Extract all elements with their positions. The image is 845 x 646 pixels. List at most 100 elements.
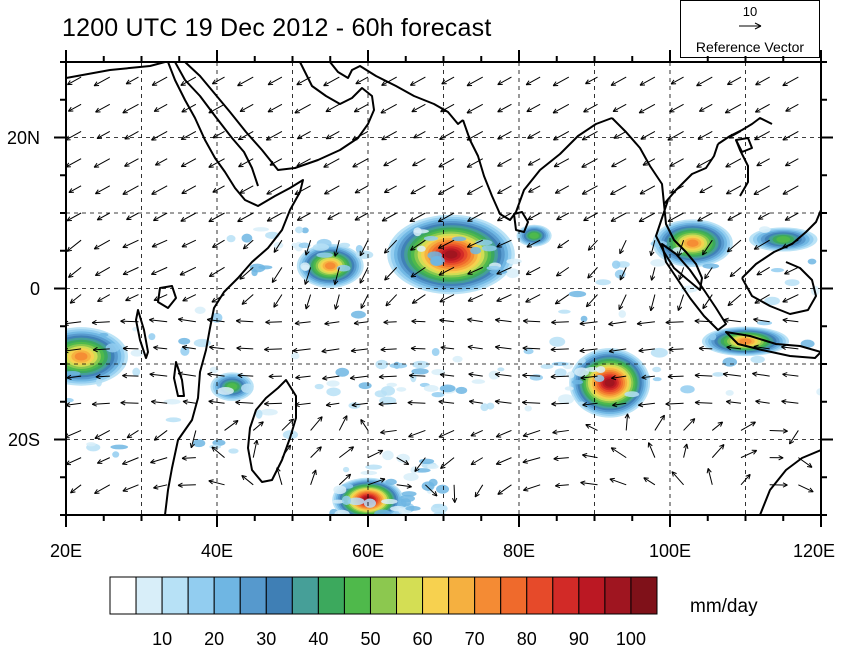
- wind-vector-head: [68, 272, 74, 278]
- wind-vector-shaft: [782, 239, 799, 249]
- wind-vector-head: [638, 347, 644, 353]
- wind-vector: [784, 158, 799, 167]
- wind-vector-head: [782, 428, 788, 434]
- wind-vector-head: [612, 402, 618, 408]
- wind-vector-head: [466, 162, 473, 168]
- wind-vector: [729, 266, 742, 278]
- wind-vector: [66, 76, 82, 86]
- wind-vector-head: [410, 345, 416, 352]
- wind-vector-shaft: [740, 474, 751, 486]
- colorbar-cell: [239, 576, 267, 615]
- wind-vector-shaft: [239, 103, 254, 112]
- wind-vector-head: [467, 270, 473, 275]
- wind-vector: [580, 480, 598, 486]
- wind-vector: [325, 131, 340, 140]
- wind-vector-head: [785, 106, 791, 112]
- wind-vector-shaft: [782, 76, 799, 87]
- wind-vector-shaft: [580, 481, 598, 486]
- wind-vector-shaft: [208, 480, 225, 486]
- wind-vector: [354, 185, 369, 194]
- wind-vector: [609, 477, 627, 486]
- precip-speck: [241, 383, 254, 393]
- wind-vector: [310, 416, 323, 431]
- wind-vector: [726, 239, 742, 253]
- wind-vector-shaft: [755, 400, 770, 404]
- wind-vector-head: [384, 275, 390, 281]
- wind-vector-shaft: [668, 348, 684, 351]
- wind-vector: [355, 76, 369, 85]
- wind-vector: [237, 212, 254, 223]
- wind-vector-shaft: [608, 348, 627, 352]
- wind-vector-head: [494, 399, 500, 405]
- wind-vector-shaft: [92, 402, 110, 405]
- wind-vector-head: [235, 318, 242, 324]
- wind-vector-shaft: [784, 266, 799, 275]
- wind-vector-shaft: [321, 348, 340, 353]
- wind-vector-shaft: [93, 158, 111, 168]
- wind-vector: [583, 212, 598, 222]
- wind-vector-shaft: [297, 212, 311, 221]
- wind-vector-shaft: [726, 185, 742, 195]
- precip-speck: [295, 226, 304, 234]
- wind-vector-head: [355, 79, 361, 85]
- wind-vector-head: [241, 299, 247, 305]
- wind-vector-head: [69, 298, 76, 304]
- wind-vector: [69, 294, 82, 304]
- wind-vector-head: [208, 108, 214, 114]
- wind-vector: [122, 345, 139, 352]
- wind-vector-head: [554, 299, 561, 305]
- wind-vector: [383, 185, 397, 194]
- wind-vector-head: [311, 469, 317, 475]
- wind-vector: [96, 457, 110, 464]
- wind-vector-head: [236, 345, 242, 351]
- precip-contour: [686, 239, 699, 247]
- wind-vector-head: [333, 251, 339, 257]
- wind-vector: [266, 212, 283, 222]
- wind-vector-head: [678, 274, 684, 281]
- wind-vector-shaft: [208, 400, 225, 404]
- wind-vector-head: [360, 419, 366, 425]
- wind-vector: [527, 158, 541, 166]
- wind-vector: [702, 294, 713, 310]
- wind-vector-head: [67, 106, 74, 112]
- wind-vector-head: [781, 344, 787, 350]
- wind-vector-head: [120, 318, 126, 324]
- wind-vector-shaft: [380, 429, 397, 434]
- wind-vector: [384, 267, 398, 281]
- wind-vector-shaft: [640, 131, 656, 140]
- wind-vector: [441, 76, 455, 85]
- precip-speck: [192, 439, 206, 448]
- wind-vector-head: [611, 162, 617, 168]
- wind-vector-head: [437, 190, 444, 195]
- wind-vector-shaft: [641, 375, 655, 379]
- wind-vector-shaft: [704, 267, 713, 280]
- wind-vector-head: [264, 401, 270, 407]
- wind-vector-head: [410, 189, 416, 195]
- wind-vector-head: [360, 303, 366, 309]
- wind-vector: [237, 131, 254, 141]
- wind-vector-shaft: [727, 294, 742, 307]
- wind-vector-head: [466, 108, 473, 114]
- wind-vector-shaft: [785, 158, 799, 167]
- precip-speck: [241, 233, 253, 243]
- wind-vector: [93, 76, 111, 87]
- wind-vector-shaft: [550, 375, 569, 378]
- wind-vector: [412, 158, 426, 167]
- wind-vector-shaft: [551, 321, 569, 323]
- wind-vector-head: [522, 372, 528, 379]
- wind-vector-head: [438, 433, 444, 438]
- wind-vector-shaft: [440, 103, 455, 113]
- wind-vector: [677, 294, 685, 311]
- wind-vector-shaft: [497, 131, 512, 140]
- wind-vector-shaft: [294, 185, 311, 195]
- wind-vector-shaft: [151, 266, 168, 275]
- precip-speck: [571, 379, 584, 385]
- wind-vector-shaft: [683, 443, 688, 458]
- wind-vector-head: [582, 401, 588, 408]
- wind-vector-head: [497, 489, 503, 495]
- wind-vector-head: [553, 162, 560, 168]
- wind-vector-head: [385, 301, 391, 307]
- wind-vector-head: [288, 418, 295, 424]
- wind-vector: [581, 185, 598, 195]
